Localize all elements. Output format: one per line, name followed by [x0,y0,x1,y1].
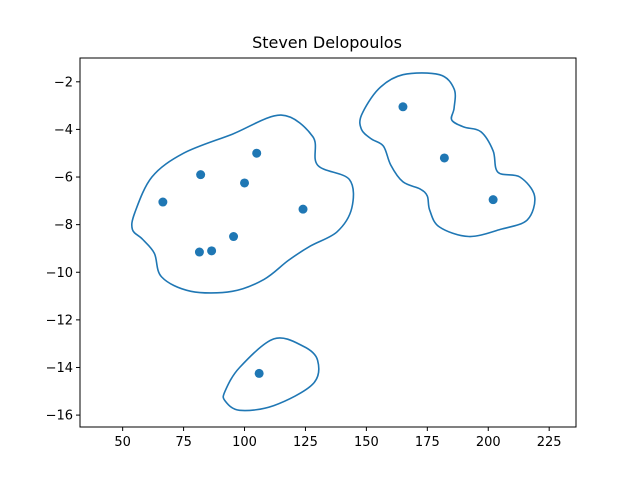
scatter-point [196,170,206,180]
contour-group [130,72,536,412]
x-tick-label: 175 [415,435,440,450]
scatter-point [254,368,264,378]
scatter-point [229,232,239,242]
x-tick-label: 150 [354,435,379,450]
y-tick-label: −4 [54,123,73,138]
y-tick-label: −14 [46,361,73,376]
cluster-contour [359,72,536,238]
y-tick-label: −6 [54,171,73,186]
x-tick-label: 200 [476,435,501,450]
x-tick-label: 50 [114,435,131,450]
y-axis: −16 −14 −12 −10 −8 −6 −4 −2 [46,75,80,424]
y-tick-label: −2 [54,75,73,90]
x-tick-label: 125 [293,435,318,450]
scatter-point [488,195,498,205]
y-tick-label: −8 [54,218,73,233]
scatter-point [252,148,262,158]
scatter-point [158,197,168,207]
scatter-point [439,153,449,163]
x-tick-label: 100 [232,435,257,450]
scatter-point [207,246,217,256]
y-tick-label: −10 [46,266,73,281]
plot-frame [79,57,577,428]
x-tick-label: 225 [537,435,562,450]
y-tick-label: −16 [46,409,73,424]
scatter-point [240,178,250,188]
cluster-contour [222,337,320,412]
scatter-point [298,204,308,214]
scatter-point [398,102,408,112]
x-axis: 50 75 100 125 150 175 200 225 [114,427,562,450]
scatter-point [194,247,204,257]
y-tick-label: −12 [46,313,73,328]
chart-title: Steven Delopoulos [252,33,402,52]
x-tick-label: 75 [175,435,192,450]
point-group [158,102,498,378]
cluster-contour [130,114,355,294]
